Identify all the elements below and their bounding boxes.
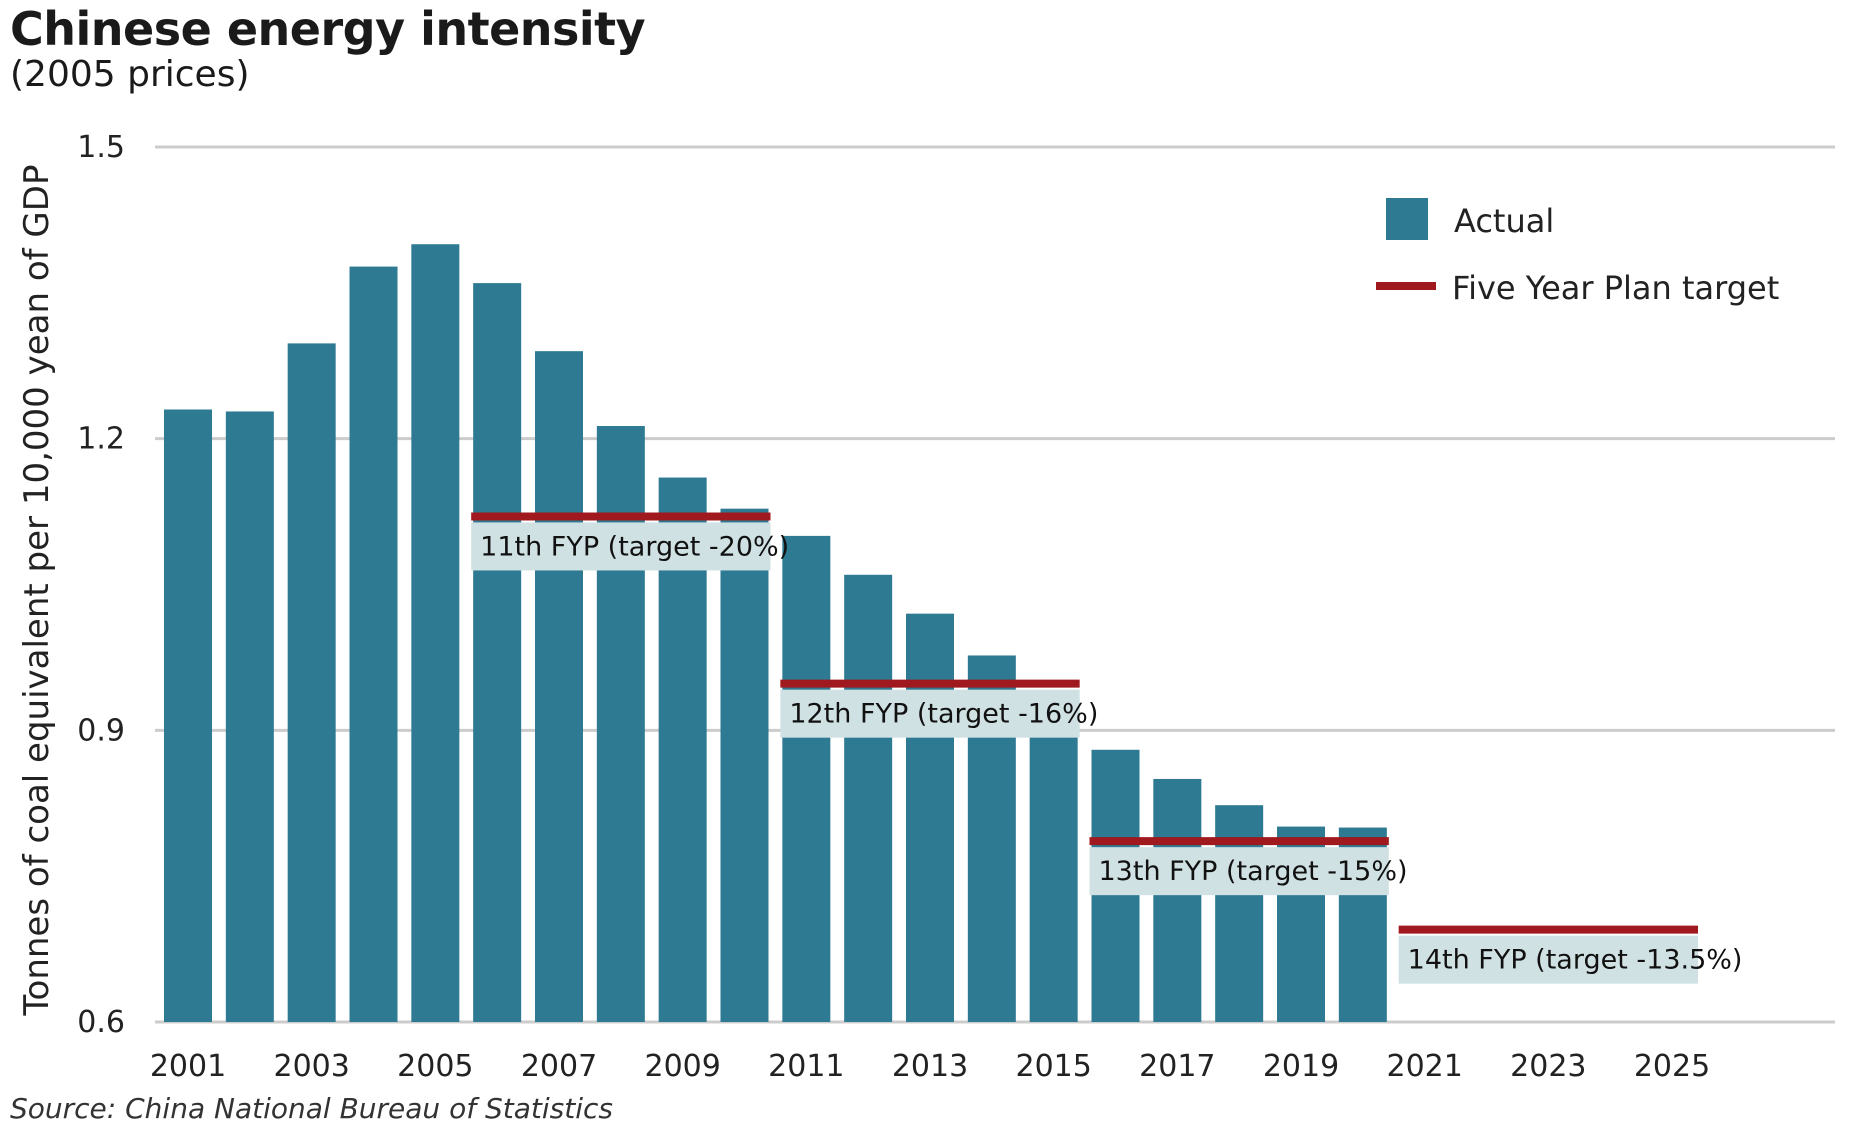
- target-label-background: [1398, 935, 1698, 984]
- target-label-background: [471, 522, 771, 571]
- bar: [782, 535, 831, 1022]
- bar: [225, 411, 274, 1022]
- bar: [411, 244, 460, 1022]
- target-label-background: [1089, 847, 1389, 896]
- chart-title: Chinese energy intensity: [10, 2, 646, 56]
- x-tick-label: 2003: [273, 1049, 349, 1084]
- bar: [1153, 778, 1202, 1022]
- bar: [844, 574, 893, 1022]
- x-tick-label: 2015: [1015, 1049, 1091, 1084]
- legend-label-actual: Actual: [1454, 202, 1554, 240]
- x-tick-label: 2011: [768, 1049, 844, 1084]
- legend-label-target: Five Year Plan target: [1452, 269, 1779, 307]
- bar: [164, 409, 212, 1022]
- bar: [287, 343, 336, 1022]
- target-label: 14th FYP (target -13.5%): [1408, 945, 1743, 976]
- x-tick-label: 2001: [150, 1049, 226, 1084]
- bar: [720, 508, 769, 1023]
- chart-subtitle: (2005 prices): [10, 54, 250, 95]
- bar: [535, 351, 583, 1023]
- x-tick-label: 2025: [1634, 1049, 1710, 1084]
- x-tick-label: 2017: [1139, 1049, 1215, 1084]
- x-tick-label: 2009: [644, 1049, 720, 1084]
- legend: Actual Five Year Plan target: [1376, 198, 1779, 307]
- target-label-background: [780, 689, 1080, 738]
- source-note: Source: China National Bureau of Statist…: [10, 1092, 613, 1125]
- legend-swatch-target: [1376, 282, 1436, 290]
- bar: [349, 266, 398, 1022]
- target-label: 13th FYP (target -15%): [1099, 856, 1408, 887]
- x-tick-label: 2019: [1263, 1049, 1339, 1084]
- x-tick-label: 2005: [397, 1049, 473, 1084]
- x-tick-label: 2013: [892, 1049, 968, 1084]
- x-tick-label: 2023: [1510, 1049, 1586, 1084]
- y-tick-label: 1.2: [77, 422, 125, 457]
- y-tick-label: 1.5: [77, 130, 125, 165]
- target-layer: 11th FYP (target -20%) 12th FYP (target -…: [471, 512, 1743, 984]
- y-axis-title: Tonnes of coal equivalent per 10,000 yea…: [17, 165, 57, 1017]
- bar-layer: [164, 244, 1387, 1023]
- bar: [1029, 691, 1078, 1022]
- axis-layer: 0.6 0.9 1.2 1.5 2001 2003 2005 2007 2009 2011 2013…: [77, 130, 1710, 1084]
- x-tick-label: 2021: [1386, 1049, 1462, 1084]
- bar: [473, 283, 522, 1023]
- target-label: 11th FYP (target -20%): [480, 531, 789, 562]
- legend-swatch-actual: [1386, 198, 1428, 240]
- x-tick-label: 2007: [521, 1049, 597, 1084]
- bar: [906, 613, 954, 1022]
- target-label: 12th FYP (target -16%): [789, 699, 1098, 730]
- y-tick-label: 0.9: [77, 713, 125, 748]
- y-tick-label: 0.6: [77, 1005, 125, 1040]
